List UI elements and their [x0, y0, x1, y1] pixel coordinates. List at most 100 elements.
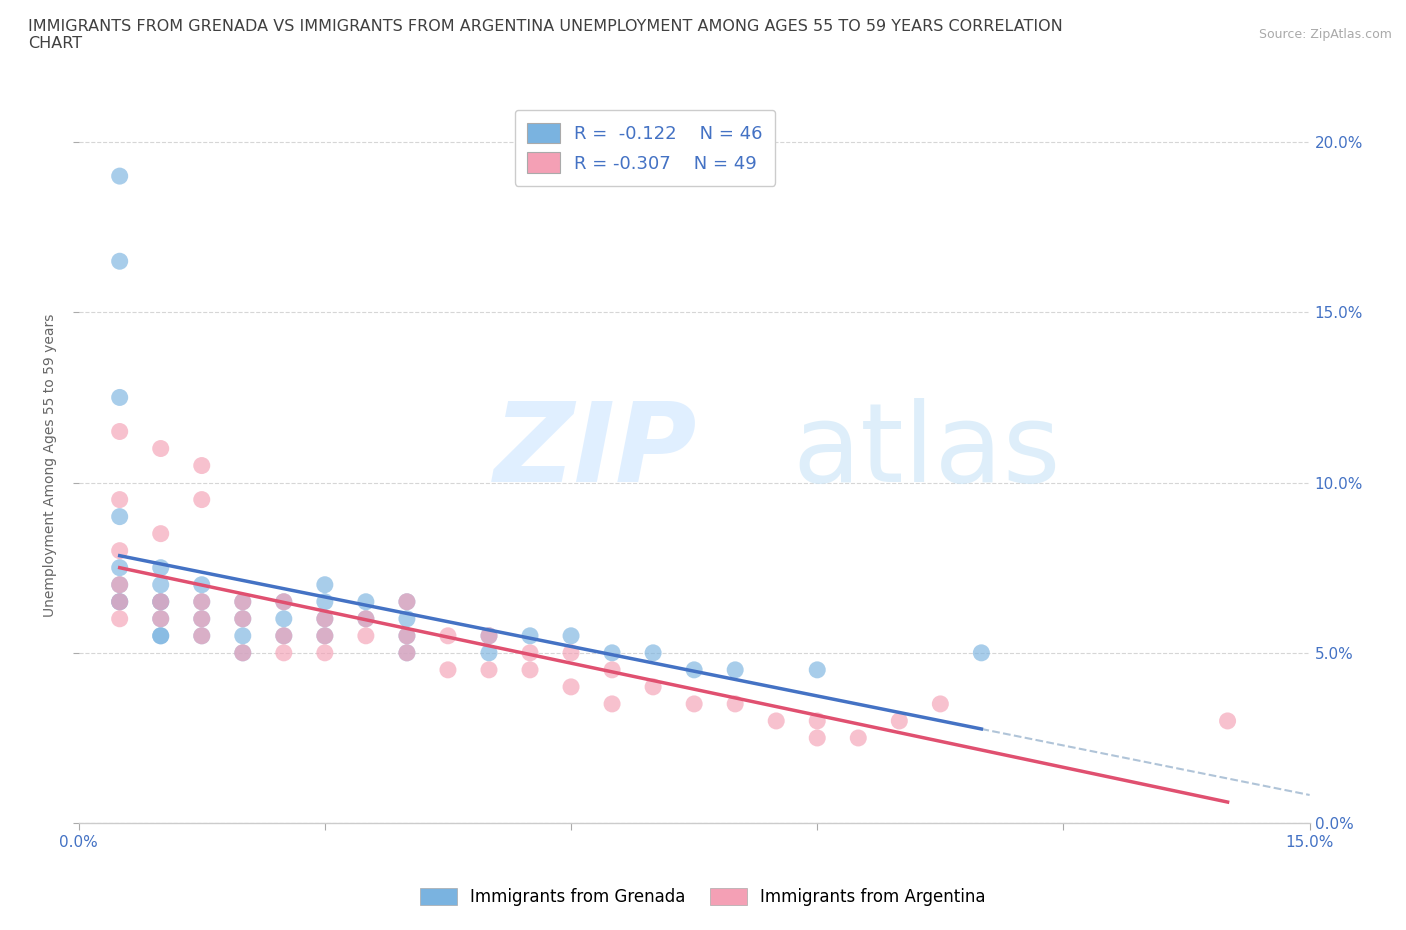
Point: [643, 680, 665, 695]
Point: [314, 645, 336, 660]
Point: [149, 594, 172, 609]
Point: [108, 594, 131, 609]
Point: [232, 594, 254, 609]
Point: [806, 713, 828, 728]
Point: [395, 594, 418, 609]
Point: [108, 390, 131, 405]
Text: ZIP: ZIP: [494, 398, 697, 505]
Point: [314, 611, 336, 626]
Point: [273, 594, 295, 609]
Point: [108, 168, 131, 183]
Point: [108, 578, 131, 592]
Point: [190, 578, 212, 592]
Point: [108, 611, 131, 626]
Point: [478, 629, 501, 644]
Point: [395, 629, 418, 644]
Point: [190, 458, 212, 473]
Point: [273, 594, 295, 609]
Text: Source: ZipAtlas.com: Source: ZipAtlas.com: [1258, 28, 1392, 41]
Point: [314, 611, 336, 626]
Point: [108, 543, 131, 558]
Point: [354, 611, 377, 626]
Point: [560, 645, 582, 660]
Point: [149, 594, 172, 609]
Point: [149, 611, 172, 626]
Point: [108, 254, 131, 269]
Point: [314, 629, 336, 644]
Point: [108, 594, 131, 609]
Point: [724, 697, 747, 711]
Point: [190, 492, 212, 507]
Point: [149, 629, 172, 644]
Point: [232, 594, 254, 609]
Point: [273, 629, 295, 644]
Point: [889, 713, 911, 728]
Point: [683, 662, 706, 677]
Point: [395, 594, 418, 609]
Point: [108, 492, 131, 507]
Point: [519, 662, 541, 677]
Point: [437, 629, 460, 644]
Point: [232, 611, 254, 626]
Point: [395, 629, 418, 644]
Point: [478, 645, 501, 660]
Text: atlas: atlas: [793, 398, 1062, 505]
Point: [108, 560, 131, 575]
Point: [724, 662, 747, 677]
Point: [846, 731, 869, 746]
Point: [149, 629, 172, 644]
Point: [560, 680, 582, 695]
Point: [190, 611, 212, 626]
Point: [314, 629, 336, 644]
Point: [395, 611, 418, 626]
Point: [273, 645, 295, 660]
Point: [314, 578, 336, 592]
Point: [232, 645, 254, 660]
Point: [190, 594, 212, 609]
Point: [600, 697, 623, 711]
Point: [395, 645, 418, 660]
Point: [806, 731, 828, 746]
Point: [806, 662, 828, 677]
Point: [970, 645, 993, 660]
Point: [643, 645, 665, 660]
Point: [354, 611, 377, 626]
Point: [190, 611, 212, 626]
Point: [478, 662, 501, 677]
Text: IMMIGRANTS FROM GRENADA VS IMMIGRANTS FROM ARGENTINA UNEMPLOYMENT AMONG AGES 55 : IMMIGRANTS FROM GRENADA VS IMMIGRANTS FR…: [28, 19, 1063, 51]
Point: [600, 662, 623, 677]
Point: [149, 611, 172, 626]
Point: [765, 713, 787, 728]
Point: [519, 645, 541, 660]
Point: [108, 594, 131, 609]
Point: [560, 629, 582, 644]
Point: [519, 629, 541, 644]
Legend: R =  -0.122    N = 46, R = -0.307    N = 49: R = -0.122 N = 46, R = -0.307 N = 49: [515, 110, 775, 186]
Point: [149, 594, 172, 609]
Point: [478, 629, 501, 644]
Point: [437, 662, 460, 677]
Point: [683, 697, 706, 711]
Point: [149, 560, 172, 575]
Point: [354, 594, 377, 609]
Legend: Immigrants from Grenada, Immigrants from Argentina: Immigrants from Grenada, Immigrants from…: [413, 881, 993, 912]
Point: [314, 594, 336, 609]
Point: [273, 611, 295, 626]
Y-axis label: Unemployment Among Ages 55 to 59 years: Unemployment Among Ages 55 to 59 years: [44, 313, 58, 618]
Point: [273, 629, 295, 644]
Point: [232, 645, 254, 660]
Point: [108, 424, 131, 439]
Point: [1216, 713, 1239, 728]
Point: [395, 645, 418, 660]
Point: [190, 594, 212, 609]
Point: [190, 629, 212, 644]
Point: [108, 578, 131, 592]
Point: [929, 697, 952, 711]
Point: [600, 645, 623, 660]
Point: [149, 526, 172, 541]
Point: [232, 629, 254, 644]
Point: [354, 629, 377, 644]
Point: [149, 441, 172, 456]
Point: [108, 510, 131, 525]
Point: [232, 611, 254, 626]
